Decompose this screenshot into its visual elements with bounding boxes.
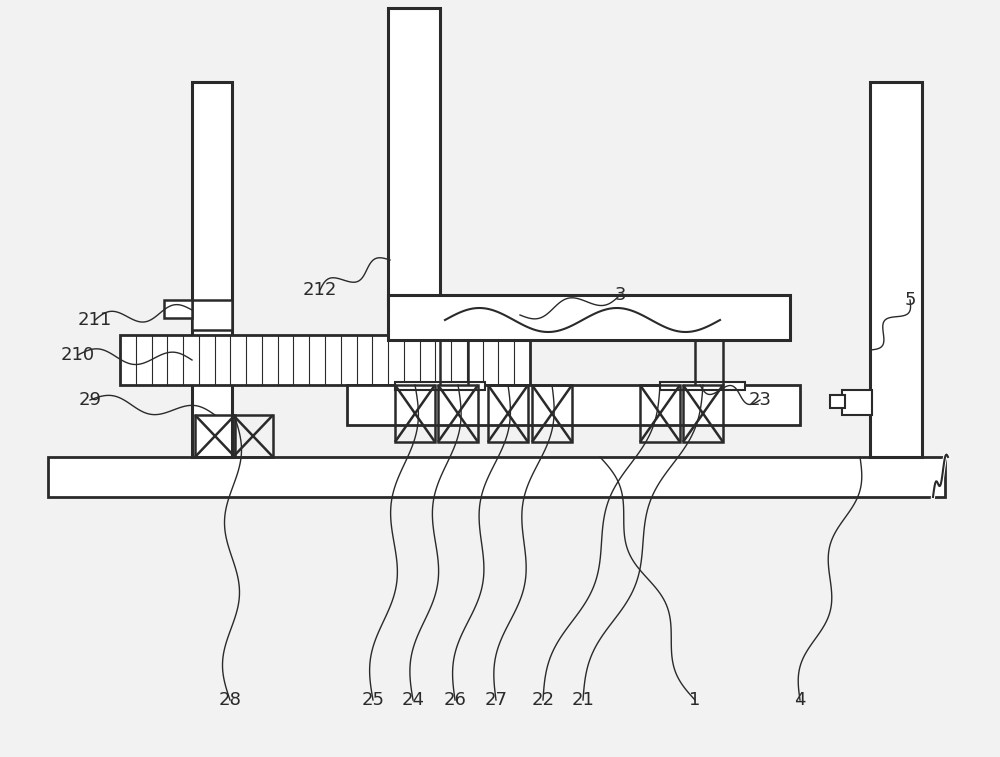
- Text: 3: 3: [614, 286, 626, 304]
- Text: 212: 212: [303, 281, 337, 299]
- Bar: [488, 385, 528, 442]
- Bar: [120, 335, 530, 385]
- Bar: [842, 390, 872, 415]
- Bar: [388, 8, 440, 305]
- Text: 21: 21: [572, 691, 594, 709]
- Bar: [660, 382, 745, 390]
- Text: 22: 22: [532, 691, 554, 709]
- Bar: [192, 82, 232, 457]
- Text: 29: 29: [78, 391, 102, 409]
- Bar: [395, 382, 485, 390]
- Bar: [48, 457, 945, 497]
- Text: 210: 210: [61, 346, 95, 364]
- Text: 4: 4: [794, 691, 806, 709]
- Text: 23: 23: [748, 391, 772, 409]
- Bar: [233, 415, 273, 457]
- Text: 25: 25: [362, 691, 384, 709]
- Text: 1: 1: [689, 691, 701, 709]
- Text: 28: 28: [219, 691, 241, 709]
- Bar: [347, 385, 800, 425]
- Bar: [438, 385, 478, 442]
- Bar: [395, 385, 435, 442]
- Text: 27: 27: [484, 691, 508, 709]
- Bar: [195, 415, 235, 457]
- Bar: [388, 295, 790, 340]
- Bar: [830, 395, 845, 408]
- Text: 211: 211: [78, 311, 112, 329]
- Text: 5: 5: [904, 291, 916, 309]
- Bar: [640, 385, 680, 442]
- Bar: [870, 82, 922, 457]
- Text: 24: 24: [402, 691, 424, 709]
- Text: 26: 26: [444, 691, 466, 709]
- Bar: [683, 385, 723, 442]
- Bar: [532, 385, 572, 442]
- Bar: [164, 300, 192, 318]
- Bar: [192, 300, 232, 330]
